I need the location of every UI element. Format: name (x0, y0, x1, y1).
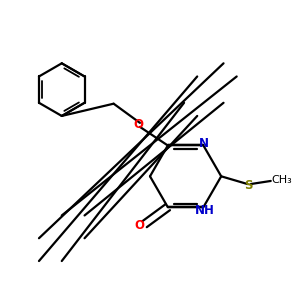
Text: O: O (134, 118, 143, 131)
Text: NH: NH (195, 204, 214, 218)
Text: N: N (199, 136, 209, 149)
Text: O: O (134, 219, 144, 232)
Text: S: S (244, 179, 253, 192)
Text: CH₃: CH₃ (272, 175, 292, 185)
